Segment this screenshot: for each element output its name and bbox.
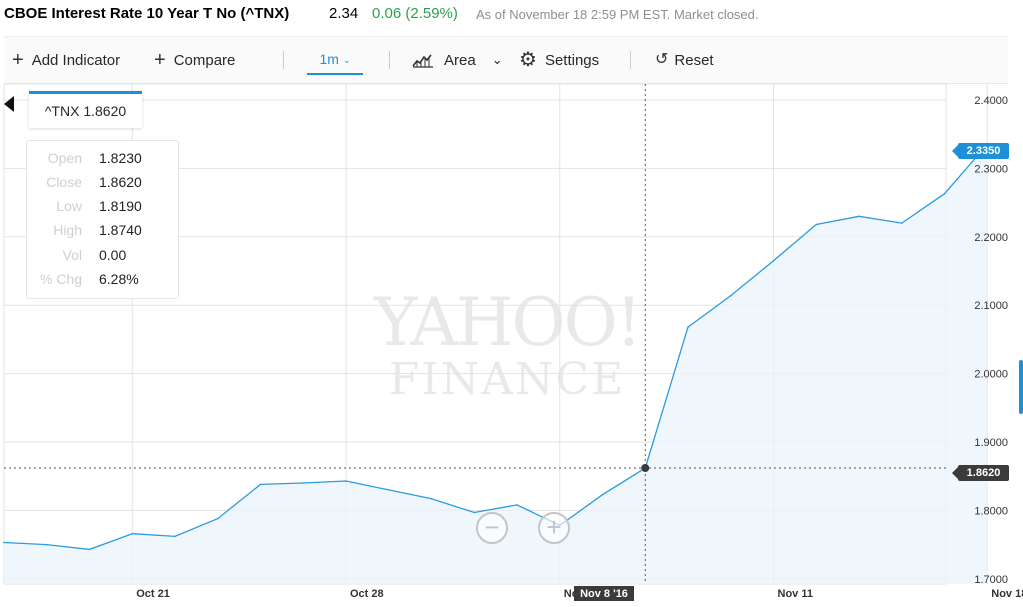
scroll-handle[interactable] (1019, 360, 1023, 414)
compare-button[interactable]: + Compare (154, 37, 235, 83)
reset-button[interactable]: ↺ Reset (655, 37, 714, 83)
zoom-in-button[interactable]: + (538, 512, 570, 544)
minus-icon: − (484, 511, 500, 542)
y-tick-label: 2.1000 (974, 300, 1008, 312)
data-point (259, 483, 262, 486)
ohlc-row-chg: % Chg 6.28% (27, 271, 178, 295)
chg-label: % Chg (39, 271, 82, 287)
settings-label: Settings (544, 51, 600, 69)
crosshair-date-badge: Nov 8 '16 (574, 586, 634, 601)
ohlc-row-low: Low 1.8190 (27, 198, 178, 222)
range-label: 1m (319, 51, 339, 67)
x-tick-label: Nov 11 (778, 588, 813, 600)
close-label: Close (46, 174, 82, 190)
zoom-out-button[interactable]: − (476, 512, 508, 544)
data-point (345, 480, 347, 482)
ohlc-row-close: Close 1.8620 (27, 174, 178, 198)
chart-area (3, 84, 989, 584)
data-point (601, 493, 604, 496)
x-tick-label: Oct 21 (136, 588, 170, 600)
data-point (216, 517, 219, 520)
data-point (772, 259, 775, 262)
data-point (943, 192, 946, 195)
area-chart-icon (412, 52, 434, 68)
high-label: High (53, 222, 82, 238)
y-tick-label: 2.3000 (974, 163, 1008, 175)
chevron-down-icon: ⌄ (342, 55, 351, 65)
plus-icon: + (546, 511, 562, 542)
series-area-fill (4, 144, 988, 584)
data-point (387, 489, 390, 491)
crosshair-point (641, 463, 650, 472)
data-point (302, 482, 305, 484)
plus-icon: + (154, 49, 166, 71)
toolbar-divider (389, 51, 390, 69)
y-tick-label: 2.0000 (974, 369, 1008, 381)
gear-icon: ⚙ (519, 49, 537, 71)
data-point (131, 532, 134, 535)
reset-label: Reset (674, 51, 714, 69)
plus-icon: + (12, 49, 24, 71)
chart-type-select[interactable]: Area ⌄ (412, 37, 503, 83)
ohlc-row-open: Open 1.8230 (27, 150, 178, 174)
y-tick-label: 1.7000 (974, 574, 1008, 586)
toolbar-divider (630, 51, 631, 69)
data-point (900, 222, 903, 224)
settings-button[interactable]: ⚙ Settings (519, 37, 599, 83)
chart-labels: 2.4000 2.3000 2.2000 2.1000 2.0000 1.9000 1.80… (136, 95, 1023, 600)
chg-value: 6.28% (99, 271, 139, 287)
data-point (687, 326, 689, 328)
reset-icon: ↺ (655, 51, 669, 68)
open-value: 1.8230 (99, 150, 142, 166)
low-value: 1.8190 (99, 198, 142, 214)
market-status: As of November 18 2:59 PM EST. Market cl… (476, 7, 759, 22)
ohlc-row-vol: Vol 0.00 (27, 247, 178, 271)
add-indicator-button[interactable]: + Add Indicator (12, 37, 120, 83)
last-price-badge: 2.3350 (952, 143, 1009, 159)
open-label: Open (47, 150, 82, 166)
crosshair-price-badge: 1.8620 (952, 465, 1009, 481)
series-line (3, 144, 988, 551)
ohlc-row-high: High 1.8740 (27, 222, 178, 246)
collapse-arrow-icon[interactable] (4, 96, 14, 112)
vol-label: Vol (62, 247, 82, 263)
security-title: CBOE Interest Rate 10 Year T No (^TNX) (4, 5, 290, 22)
compare-label: Compare (173, 51, 236, 69)
y-tick-label: 1.8000 (974, 505, 1008, 517)
range-select[interactable]: 1m ⌄ (307, 49, 363, 75)
toolbar-divider (283, 51, 284, 69)
chart-type-label: Area (444, 51, 476, 69)
add-indicator-label: Add Indicator (31, 51, 121, 69)
data-point (858, 215, 860, 218)
data-point (729, 294, 732, 297)
data-point (430, 497, 433, 500)
chevron-down-icon: ⌄ (491, 52, 503, 67)
x-tick-label: Oct 28 (350, 588, 384, 600)
high-value: 1.8740 (99, 222, 142, 238)
y-tick-label: 1.9000 (974, 437, 1008, 449)
price-change: 0.06 (2.59%) (372, 5, 458, 22)
vol-value: 0.00 (99, 247, 127, 263)
data-point (45, 543, 48, 546)
low-label: Low (56, 198, 82, 214)
y-tick-label: 2.2000 (974, 232, 1008, 244)
data-point (3, 541, 5, 544)
data-point (473, 511, 476, 514)
current-price: 2.34 (329, 5, 359, 22)
data-point (88, 548, 91, 551)
close-value: 1.8620 (99, 174, 142, 190)
data-point (815, 223, 818, 226)
x-tick-label: Nov 18 (991, 588, 1023, 600)
ohlc-panel: Open 1.8230 Close 1.8620 Low 1.8190 High… (26, 140, 179, 299)
y-tick-label: 2.4000 (974, 95, 1008, 107)
quote-header: CBOE Interest Rate 10 Year T No (^TNX) 2… (0, 0, 1023, 30)
symbol-tag: ^TNX 1.8620 (29, 91, 142, 128)
data-point (516, 504, 518, 506)
data-point (174, 535, 176, 538)
